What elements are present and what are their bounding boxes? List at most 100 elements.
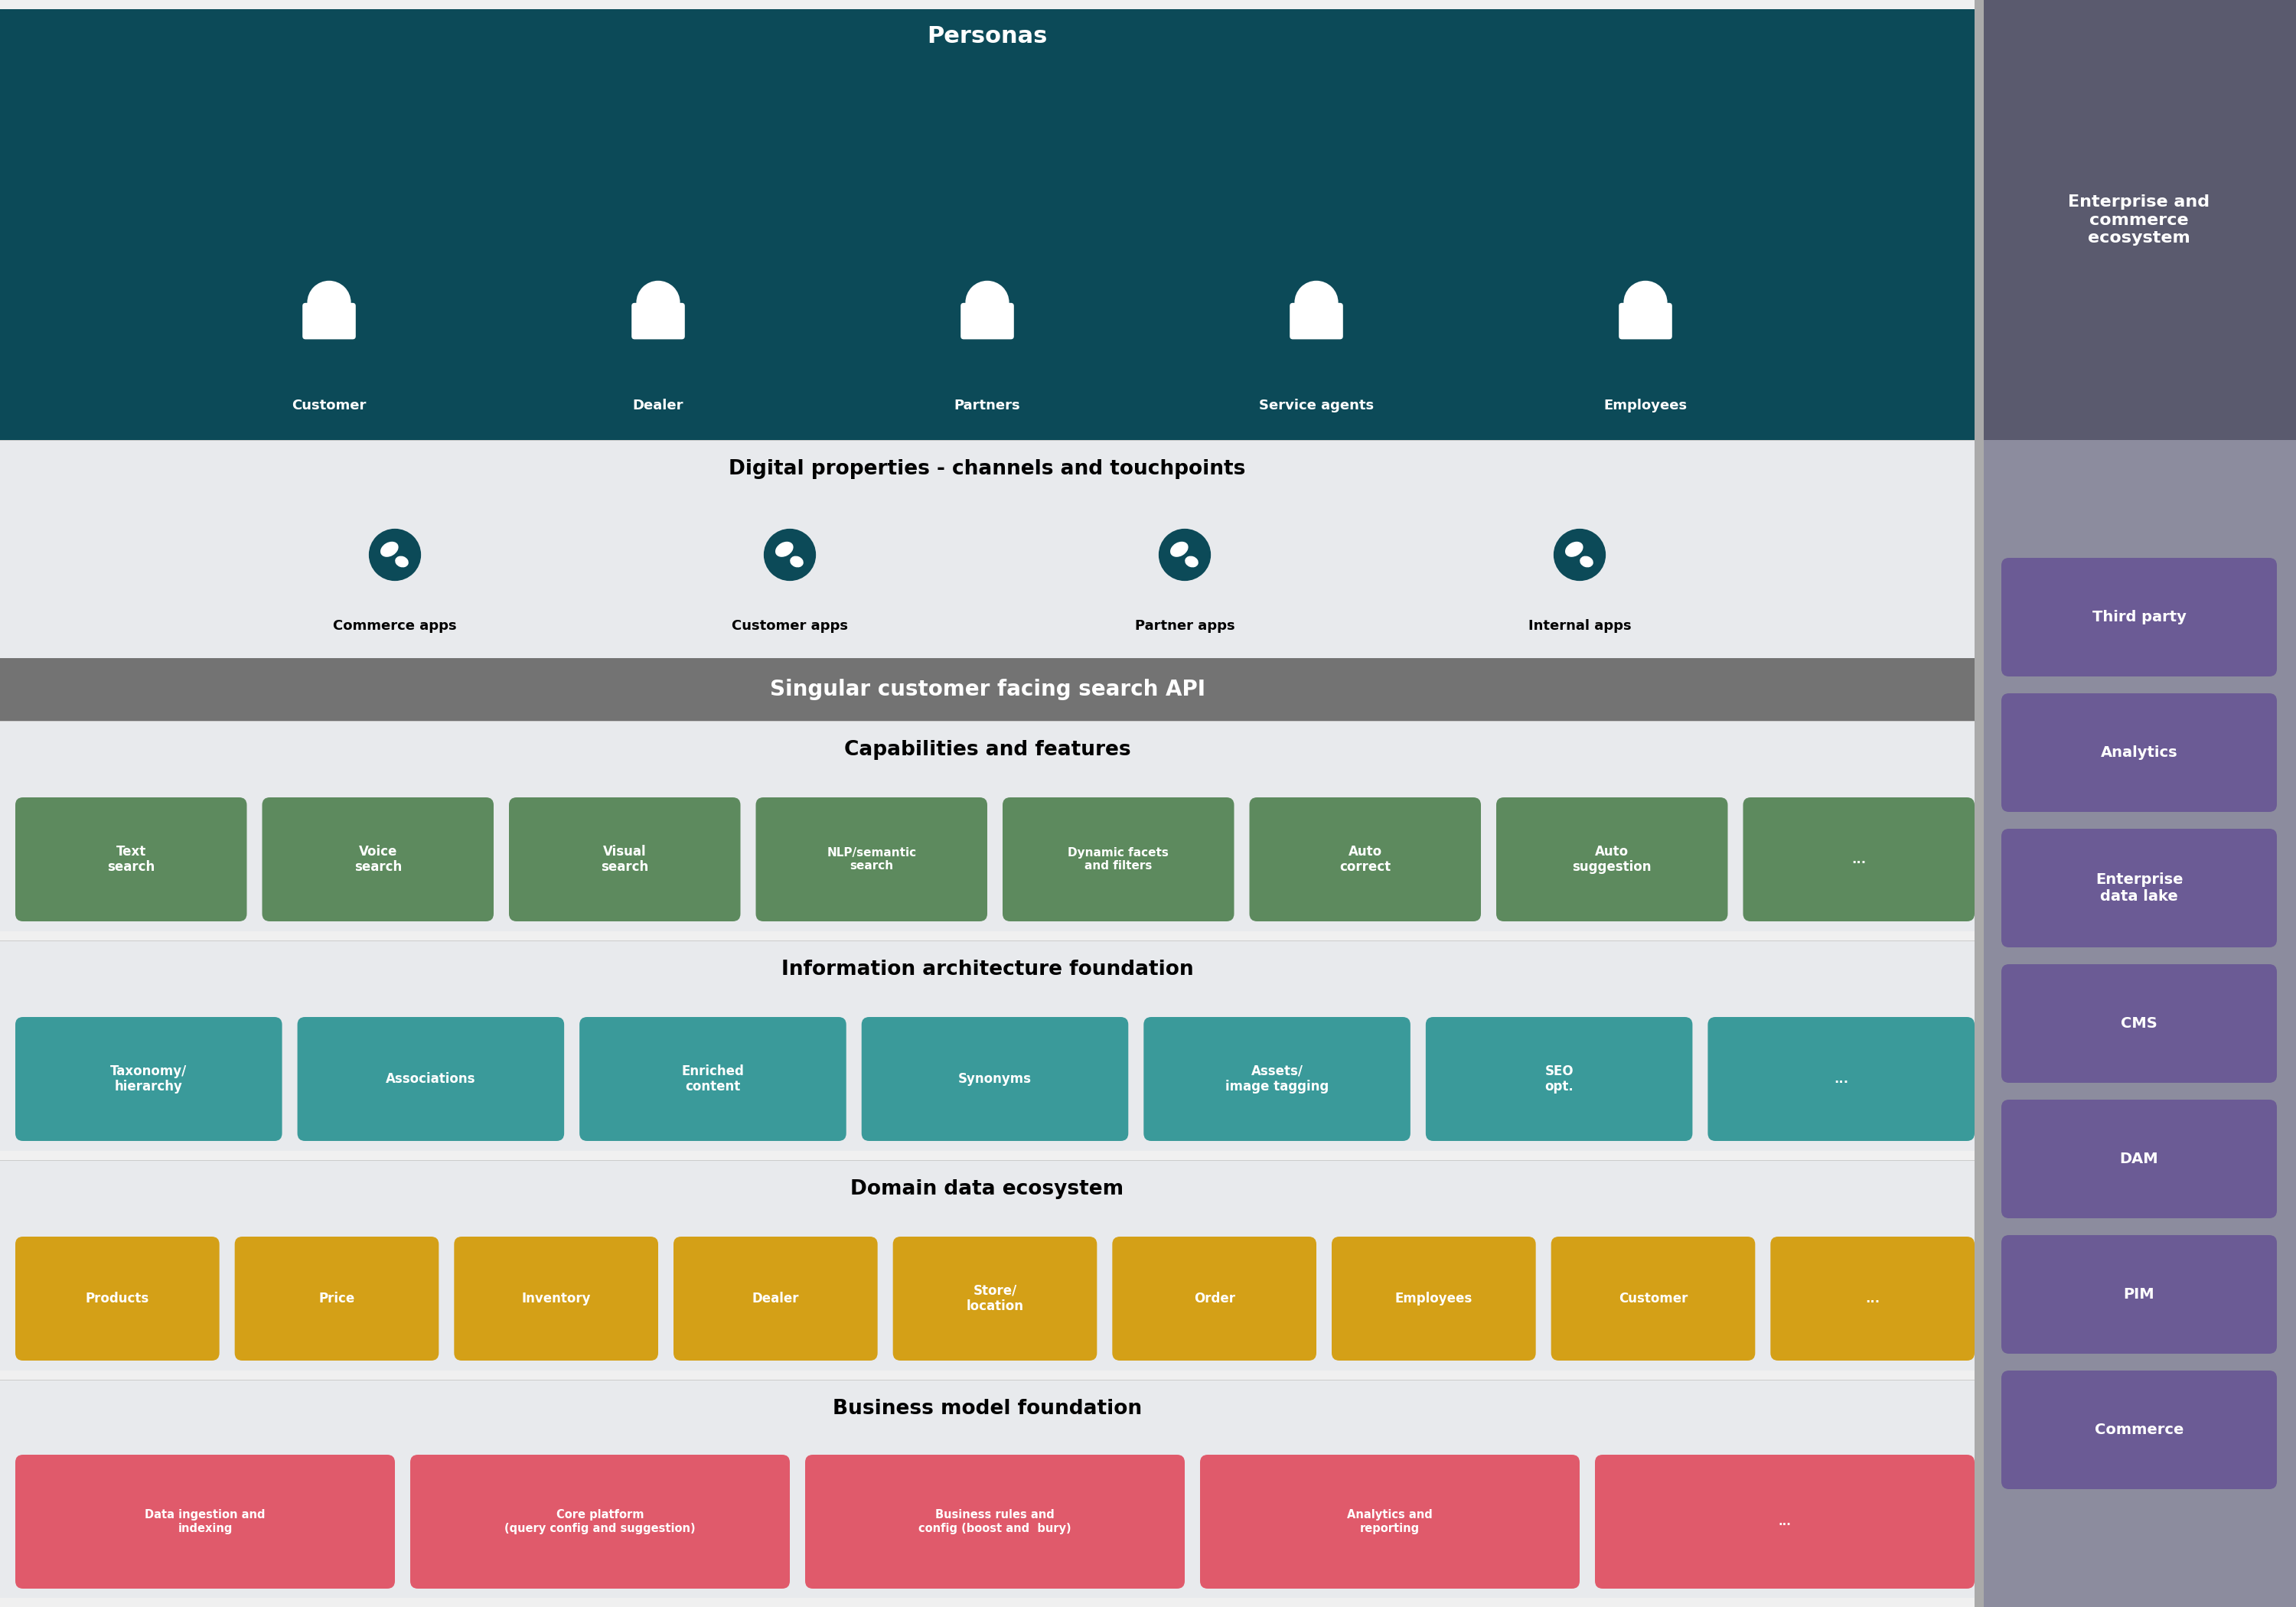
Text: Associations: Associations bbox=[386, 1072, 475, 1086]
Circle shape bbox=[308, 281, 351, 325]
Bar bbox=[1981, 0, 2296, 1607]
FancyBboxPatch shape bbox=[1290, 302, 1343, 339]
Circle shape bbox=[636, 281, 680, 325]
FancyBboxPatch shape bbox=[1552, 1237, 1754, 1361]
Text: Inventory: Inventory bbox=[521, 1292, 590, 1305]
Circle shape bbox=[1554, 530, 1605, 580]
Bar bbox=[0, 722, 1975, 932]
Text: Voice
search: Voice search bbox=[354, 845, 402, 874]
Ellipse shape bbox=[776, 542, 794, 558]
FancyBboxPatch shape bbox=[1426, 1017, 1692, 1141]
FancyBboxPatch shape bbox=[1332, 1237, 1536, 1361]
Text: Analytics and
reporting: Analytics and reporting bbox=[1348, 1509, 1433, 1535]
Circle shape bbox=[765, 530, 815, 580]
Text: Assets/
image tagging: Assets/ image tagging bbox=[1226, 1064, 1329, 1094]
Text: Third party: Third party bbox=[2092, 611, 2186, 625]
FancyBboxPatch shape bbox=[1619, 302, 1671, 339]
FancyBboxPatch shape bbox=[960, 302, 1015, 339]
Circle shape bbox=[1295, 281, 1339, 325]
Text: Customer: Customer bbox=[292, 399, 367, 413]
FancyBboxPatch shape bbox=[234, 1237, 439, 1361]
Text: Internal apps: Internal apps bbox=[1529, 619, 1630, 633]
Text: Customer: Customer bbox=[1619, 1292, 1688, 1305]
Text: Synonyms: Synonyms bbox=[957, 1072, 1031, 1086]
Text: Analytics: Analytics bbox=[2101, 746, 2177, 760]
Text: ...: ... bbox=[1779, 1515, 1791, 1527]
Text: Auto
suggestion: Auto suggestion bbox=[1573, 845, 1651, 874]
Text: Partners: Partners bbox=[955, 399, 1019, 413]
Text: Visual
search: Visual search bbox=[602, 845, 647, 874]
Bar bbox=[0, 940, 1975, 1151]
FancyBboxPatch shape bbox=[510, 797, 739, 921]
Text: Employees: Employees bbox=[1396, 1292, 1472, 1305]
Text: Dynamic facets
and filters: Dynamic facets and filters bbox=[1068, 847, 1169, 871]
FancyBboxPatch shape bbox=[1201, 1454, 1580, 1589]
Text: Taxonomy/
hierarchy: Taxonomy/ hierarchy bbox=[110, 1064, 186, 1094]
Bar bbox=[0, 10, 1975, 440]
Text: Auto
correct: Auto correct bbox=[1339, 845, 1391, 874]
Circle shape bbox=[370, 530, 420, 580]
Text: Data ingestion and
indexing: Data ingestion and indexing bbox=[145, 1509, 266, 1535]
FancyBboxPatch shape bbox=[1596, 1454, 1975, 1589]
Text: Partner apps: Partner apps bbox=[1134, 619, 1235, 633]
Text: Dealer: Dealer bbox=[753, 1292, 799, 1305]
Text: Commerce: Commerce bbox=[2094, 1422, 2183, 1437]
Text: Products: Products bbox=[85, 1292, 149, 1305]
Circle shape bbox=[1159, 530, 1210, 580]
Text: Employees: Employees bbox=[1603, 399, 1688, 413]
Text: Store/
location: Store/ location bbox=[967, 1284, 1024, 1313]
FancyBboxPatch shape bbox=[2002, 829, 2278, 948]
Text: NLP/semantic
search: NLP/semantic search bbox=[827, 847, 916, 871]
Bar bbox=[1975, 0, 1984, 1607]
FancyBboxPatch shape bbox=[303, 302, 356, 339]
Text: Dealer: Dealer bbox=[634, 399, 684, 413]
FancyBboxPatch shape bbox=[1003, 797, 1235, 921]
Text: Order: Order bbox=[1194, 1292, 1235, 1305]
FancyBboxPatch shape bbox=[2002, 1371, 2278, 1490]
FancyBboxPatch shape bbox=[16, 1237, 220, 1361]
Bar bbox=[0, 1380, 1975, 1597]
Text: ...: ... bbox=[1864, 1292, 1880, 1305]
Text: Enriched
content: Enriched content bbox=[682, 1064, 744, 1094]
Text: DAM: DAM bbox=[2119, 1152, 2158, 1167]
Ellipse shape bbox=[1185, 556, 1199, 567]
Text: Business model foundation: Business model foundation bbox=[833, 1398, 1141, 1419]
FancyBboxPatch shape bbox=[262, 797, 494, 921]
Text: SEO
opt.: SEO opt. bbox=[1545, 1064, 1573, 1094]
Text: ...: ... bbox=[1835, 1072, 1848, 1086]
Text: Text
search: Text search bbox=[108, 845, 154, 874]
Text: CMS: CMS bbox=[2122, 1016, 2158, 1030]
FancyBboxPatch shape bbox=[806, 1454, 1185, 1589]
FancyBboxPatch shape bbox=[1708, 1017, 1975, 1141]
Circle shape bbox=[1623, 281, 1667, 325]
Text: Enterprise
data lake: Enterprise data lake bbox=[2096, 873, 2183, 903]
Text: Price: Price bbox=[319, 1292, 356, 1305]
Text: Core platform
(query config and suggestion): Core platform (query config and suggesti… bbox=[505, 1509, 696, 1535]
FancyBboxPatch shape bbox=[16, 797, 248, 921]
FancyBboxPatch shape bbox=[1743, 797, 1975, 921]
Text: Capabilities and features: Capabilities and features bbox=[845, 739, 1130, 760]
Text: Enterprise and
commerce
ecosystem: Enterprise and commerce ecosystem bbox=[2069, 194, 2211, 246]
Text: PIM: PIM bbox=[2124, 1287, 2154, 1302]
FancyBboxPatch shape bbox=[1143, 1017, 1410, 1141]
Ellipse shape bbox=[1566, 542, 1584, 558]
Text: Digital properties - channels and touchpoints: Digital properties - channels and touchp… bbox=[728, 460, 1247, 479]
Text: Personas: Personas bbox=[928, 24, 1047, 47]
Bar bbox=[0, 1160, 1975, 1371]
FancyBboxPatch shape bbox=[2002, 964, 2278, 1083]
FancyBboxPatch shape bbox=[861, 1017, 1127, 1141]
Text: Singular customer facing search API: Singular customer facing search API bbox=[769, 678, 1205, 701]
FancyBboxPatch shape bbox=[673, 1237, 877, 1361]
FancyBboxPatch shape bbox=[2002, 1236, 2278, 1353]
Ellipse shape bbox=[1171, 542, 1189, 558]
FancyBboxPatch shape bbox=[893, 1237, 1097, 1361]
FancyBboxPatch shape bbox=[1497, 797, 1729, 921]
FancyBboxPatch shape bbox=[631, 302, 684, 339]
Bar bbox=[1981, 0, 2296, 440]
FancyBboxPatch shape bbox=[579, 1017, 847, 1141]
FancyBboxPatch shape bbox=[16, 1454, 395, 1589]
FancyBboxPatch shape bbox=[1111, 1237, 1316, 1361]
FancyBboxPatch shape bbox=[298, 1017, 565, 1141]
FancyBboxPatch shape bbox=[1770, 1237, 1975, 1361]
FancyBboxPatch shape bbox=[411, 1454, 790, 1589]
